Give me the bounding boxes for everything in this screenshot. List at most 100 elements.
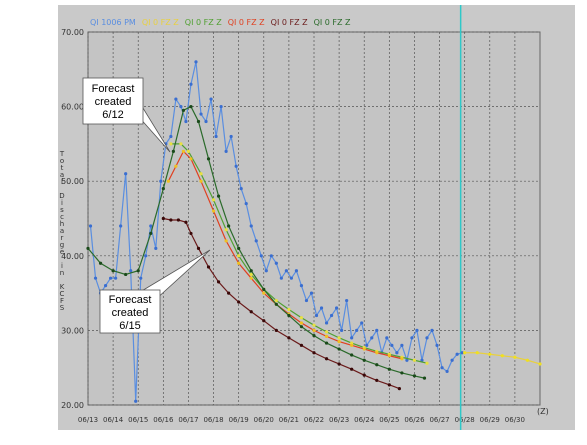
data-point bbox=[287, 313, 291, 318]
data-point bbox=[237, 246, 241, 250]
y-tick-label: 40.00 bbox=[61, 252, 84, 261]
data-point bbox=[500, 354, 504, 358]
data-point bbox=[274, 261, 278, 265]
data-point bbox=[345, 298, 349, 303]
data-point bbox=[337, 347, 341, 351]
data-point bbox=[400, 357, 404, 361]
data-point bbox=[387, 354, 391, 358]
data-point bbox=[312, 323, 316, 327]
data-point bbox=[350, 341, 354, 345]
data-point bbox=[385, 336, 389, 340]
data-point bbox=[435, 343, 439, 347]
data-point bbox=[460, 351, 464, 355]
callout: Forecast created 6/15 bbox=[99, 249, 211, 334]
data-point bbox=[299, 321, 304, 325]
data-point bbox=[124, 272, 128, 277]
data-point bbox=[144, 254, 148, 258]
x-tick-label: 06/19 bbox=[229, 416, 249, 424]
x-tick-label: 06/13 bbox=[78, 416, 98, 424]
x-tick-label: 06/17 bbox=[178, 416, 198, 424]
x-tick-label: 06/20 bbox=[254, 416, 274, 424]
data-point bbox=[400, 371, 404, 375]
data-point bbox=[224, 239, 228, 243]
data-point bbox=[362, 347, 366, 351]
data-point bbox=[312, 328, 316, 332]
data-point bbox=[324, 321, 329, 325]
data-point bbox=[189, 82, 193, 86]
data-point bbox=[174, 97, 178, 101]
x-tick-label: 06/29 bbox=[480, 416, 500, 424]
data-point bbox=[249, 276, 253, 280]
data-point bbox=[375, 351, 379, 355]
callout-text: Forecast bbox=[109, 294, 152, 306]
data-point bbox=[134, 399, 138, 403]
data-point bbox=[289, 276, 293, 280]
data-point bbox=[189, 157, 193, 161]
callout-text: 6/12 bbox=[102, 109, 123, 121]
data-point bbox=[412, 358, 417, 362]
data-point bbox=[119, 224, 123, 228]
data-point bbox=[262, 291, 266, 295]
data-point bbox=[86, 246, 90, 250]
data-point bbox=[304, 298, 309, 303]
y-tick-label: 30.00 bbox=[61, 326, 84, 335]
data-point bbox=[149, 224, 153, 228]
data-point bbox=[199, 112, 203, 116]
data-point bbox=[206, 157, 211, 161]
data-point bbox=[249, 269, 253, 273]
legend-entry: QI 0 FZ Z bbox=[271, 18, 308, 27]
x-tick-label: 06/18 bbox=[203, 416, 223, 424]
data-point bbox=[299, 284, 304, 288]
data-point bbox=[149, 231, 153, 236]
data-point bbox=[299, 325, 304, 329]
data-point bbox=[440, 366, 444, 370]
data-point bbox=[154, 246, 158, 250]
data-point bbox=[329, 313, 334, 318]
data-point bbox=[124, 172, 128, 176]
data-point bbox=[181, 149, 186, 153]
grid: 20.00 30.00 40.00 50.00 60.00 70.00 06/13 06/14… bbox=[61, 5, 540, 430]
data-point bbox=[206, 265, 211, 269]
data-point bbox=[179, 105, 183, 109]
data-point bbox=[312, 334, 316, 338]
data-point bbox=[103, 284, 108, 288]
x-tick-label: 06/14 bbox=[103, 416, 124, 424]
data-point bbox=[88, 224, 93, 228]
data-point bbox=[262, 319, 266, 323]
data-point bbox=[237, 254, 241, 258]
data-point bbox=[161, 216, 165, 221]
data-point bbox=[475, 351, 479, 355]
data-point bbox=[224, 228, 228, 232]
data-point bbox=[194, 60, 198, 64]
data-point bbox=[294, 269, 299, 273]
data-point bbox=[279, 276, 283, 280]
data-point bbox=[161, 187, 165, 191]
y-tick-label: 70.00 bbox=[61, 28, 84, 37]
data-point bbox=[274, 302, 278, 306]
legend-entry: QI 0 FZ Z bbox=[228, 18, 265, 27]
x-tick-label: 06/28 bbox=[455, 416, 475, 424]
data-point bbox=[216, 280, 221, 284]
data-point bbox=[136, 269, 140, 273]
data-point bbox=[227, 291, 231, 295]
data-point bbox=[284, 269, 288, 273]
data-point bbox=[189, 105, 193, 109]
data-point bbox=[350, 336, 354, 340]
x-tick-label: 06/25 bbox=[379, 416, 399, 424]
data-point bbox=[375, 378, 379, 382]
data-point bbox=[262, 287, 266, 291]
data-point bbox=[249, 310, 253, 314]
data-point bbox=[340, 328, 344, 332]
data-point bbox=[169, 142, 173, 146]
data-point bbox=[365, 343, 369, 347]
legend-entry: QI 1006 PM bbox=[90, 18, 136, 27]
data-point bbox=[335, 306, 339, 310]
data-point bbox=[405, 358, 409, 362]
data-point bbox=[214, 134, 218, 139]
data-point bbox=[196, 246, 201, 250]
data-point bbox=[229, 134, 233, 139]
data-point bbox=[299, 343, 304, 347]
data-point bbox=[93, 276, 98, 280]
data-point bbox=[370, 336, 374, 340]
